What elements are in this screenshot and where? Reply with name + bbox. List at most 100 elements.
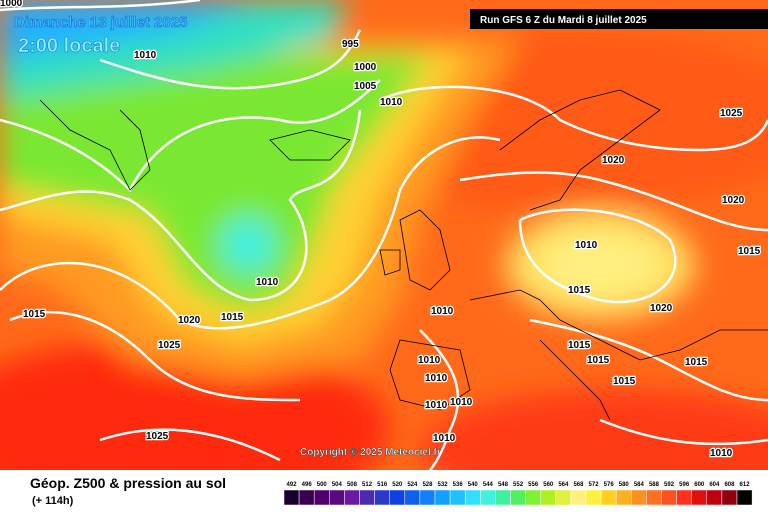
scale-swatch <box>464 489 481 506</box>
scale-swatch <box>510 489 526 506</box>
isobar-label: 1010 <box>256 277 279 288</box>
scale-label: 572 <box>589 482 600 488</box>
scale-swatch <box>585 489 602 506</box>
scale-swatch <box>374 489 390 506</box>
scale-swatch <box>555 489 572 506</box>
scale-label: 560 <box>543 482 554 488</box>
scale-label: 596 <box>679 482 690 488</box>
isobar-label: 1010 <box>575 240 598 251</box>
isobar-label: 1020 <box>722 195 745 206</box>
isobar-label: 1015 <box>568 285 591 296</box>
scale-label: 520 <box>392 482 403 488</box>
scale-label: 532 <box>438 482 449 488</box>
scale-label: 528 <box>422 482 433 488</box>
scale-swatch <box>480 489 496 506</box>
run-box <box>470 9 768 29</box>
scale-label: 496 <box>302 482 313 488</box>
scale-swatch <box>329 489 345 506</box>
scale-swatch <box>570 489 587 506</box>
isobar-label: 1010 <box>450 397 473 408</box>
scale-label: 516 <box>377 482 388 488</box>
scale-label: 548 <box>498 482 509 488</box>
scale-swatch <box>721 489 738 506</box>
scale-swatch <box>631 489 647 506</box>
scale-swatch <box>434 489 451 506</box>
scale-swatch <box>615 489 632 506</box>
scale-label: 588 <box>649 482 660 488</box>
scale-label: 492 <box>287 482 298 488</box>
map-time: 2:00 locale <box>18 35 120 57</box>
scale-swatch <box>495 489 511 506</box>
isobar-label: 1015 <box>221 312 244 323</box>
scale-swatch <box>419 489 436 506</box>
scale-swatch <box>706 489 723 506</box>
scale-swatch <box>404 489 421 506</box>
scale-swatch <box>283 489 300 506</box>
scale-label: 608 <box>724 482 735 488</box>
scale-label: 580 <box>619 482 630 488</box>
scale-swatch <box>691 489 708 506</box>
scale-label: 604 <box>709 482 720 488</box>
scale-swatch <box>525 489 541 506</box>
scale-swatch <box>661 489 677 506</box>
scale-swatch <box>449 489 466 506</box>
isobar-label: 1010 <box>380 97 403 108</box>
scale-swatch <box>676 489 692 506</box>
scale-label: 568 <box>573 482 584 488</box>
isobar-label: 1025 <box>720 108 743 119</box>
scale-label: 536 <box>453 482 464 488</box>
scale-swatch <box>646 489 662 506</box>
isobar-label: 1010 <box>710 448 733 459</box>
isobar-label: 1020 <box>602 155 625 166</box>
scale-label: 576 <box>604 482 615 488</box>
scale-label: 584 <box>634 482 645 488</box>
isobar-label: 1015 <box>23 309 46 320</box>
scale-label: 544 <box>483 482 494 488</box>
isobar-label: 1010 <box>134 50 157 61</box>
scale-swatch <box>298 489 315 506</box>
scale-label: 592 <box>664 482 675 488</box>
isobar-label: 1010 <box>418 355 441 366</box>
scale-label: 612 <box>740 482 751 488</box>
scale-swatch <box>359 489 375 506</box>
scale-label: 564 <box>558 482 569 488</box>
legend-title: Géop. Z500 & pression au sol <box>30 475 226 491</box>
scale-label: 556 <box>528 482 539 488</box>
scale-label: 512 <box>362 482 373 488</box>
isobar-label: 1015 <box>613 376 636 387</box>
scale-swatch <box>344 489 360 506</box>
scale-label: 540 <box>468 482 479 488</box>
run-info: Run GFS 6 Z du Mardi 8 juillet 2025 <box>480 15 647 26</box>
scale-swatch <box>600 489 617 506</box>
isobar-label: 1015 <box>685 357 708 368</box>
scale-swatch <box>736 489 753 506</box>
scale-swatch <box>313 489 330 506</box>
isobar-label: 1010 <box>425 373 448 384</box>
isobar-label: 1025 <box>158 340 181 351</box>
isobar-label: 1015 <box>738 246 761 257</box>
isobar-label: 1010 <box>425 400 448 411</box>
isobar-label: 1000 <box>0 0 23 9</box>
isobar-label: 1020 <box>650 303 673 314</box>
isobar-label: 1010 <box>433 433 456 444</box>
scale-swatch <box>389 489 406 506</box>
scale-label: 500 <box>317 482 328 488</box>
map-date: Dimanche 13 juillet 2025 <box>14 14 187 31</box>
isobar-label: 1015 <box>587 355 610 366</box>
scale-label: 552 <box>513 482 524 488</box>
scale-label: 504 <box>332 482 343 488</box>
scale-label: 524 <box>407 482 418 488</box>
scale-label: 600 <box>694 482 705 488</box>
isobar-label: 1005 <box>354 81 377 92</box>
isobar-label: 995 <box>342 39 359 50</box>
scale-swatch <box>540 489 557 506</box>
isobar-label: 1025 <box>146 431 169 442</box>
legend-lead: (+ 114h) <box>32 495 74 507</box>
isobar-label: 1015 <box>568 340 591 351</box>
isobar-label: 1010 <box>431 306 454 317</box>
isobar-label: 1000 <box>354 62 377 73</box>
copyright: Copyright © 2025 Meteociel.fr <box>300 447 441 458</box>
isobar-label: 1020 <box>178 315 201 326</box>
